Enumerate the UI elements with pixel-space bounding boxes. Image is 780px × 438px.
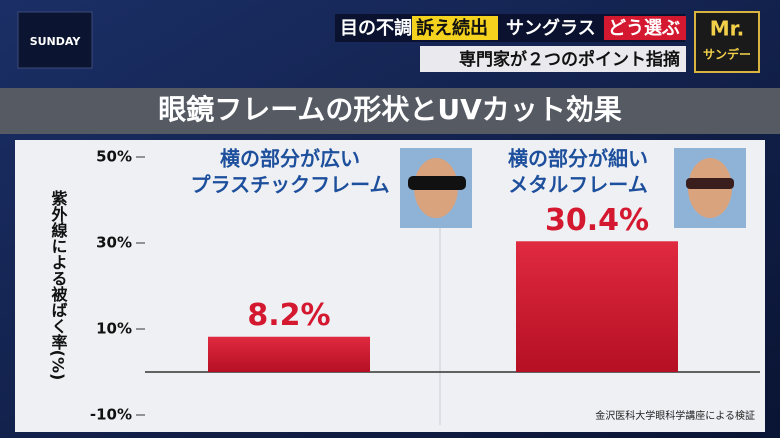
source-note: 金沢医科大学眼科学講座による検証 [595, 409, 755, 422]
y-tick-label: 10% [96, 320, 132, 338]
bar [516, 241, 678, 372]
subtitle-band [420, 46, 686, 72]
logo-box [17, 11, 93, 69]
badge: Mr. [710, 17, 745, 41]
header-text: 目の不調 [340, 17, 412, 39]
y-tick-label: 30% [96, 234, 132, 252]
subtitle: 専門家が２つのポイント指摘 [459, 49, 680, 70]
y-tick-label: 50% [96, 148, 132, 166]
header-text: サングラス [506, 17, 596, 39]
header-text: 訴え続出 [416, 17, 488, 39]
category-label: プラスチックフレーム [191, 173, 390, 197]
photo-glasses [408, 176, 466, 190]
highlight [412, 16, 498, 40]
highlight [604, 16, 686, 40]
y-tick-label: -10% [90, 406, 132, 424]
category-label: 横の部分が細い [508, 147, 648, 171]
category-label: メタルフレーム [508, 173, 647, 197]
logo: SUNDAY [30, 35, 82, 48]
category-label: 横の部分が広い [220, 147, 360, 171]
title-band [0, 88, 780, 134]
header-text: どう選ぶ [608, 18, 680, 39]
y-axis-label: 紫外線による被ばく率(%) [49, 189, 69, 381]
badge-box [694, 11, 760, 73]
value-label: 30.4% [545, 203, 649, 238]
chart-title: 眼鏡フレームの形状とUVカット効果 [158, 93, 622, 126]
badge: サンデー [703, 47, 751, 62]
value-label: 8.2% [247, 298, 330, 333]
photo-glasses [686, 178, 734, 189]
bar [208, 336, 370, 372]
